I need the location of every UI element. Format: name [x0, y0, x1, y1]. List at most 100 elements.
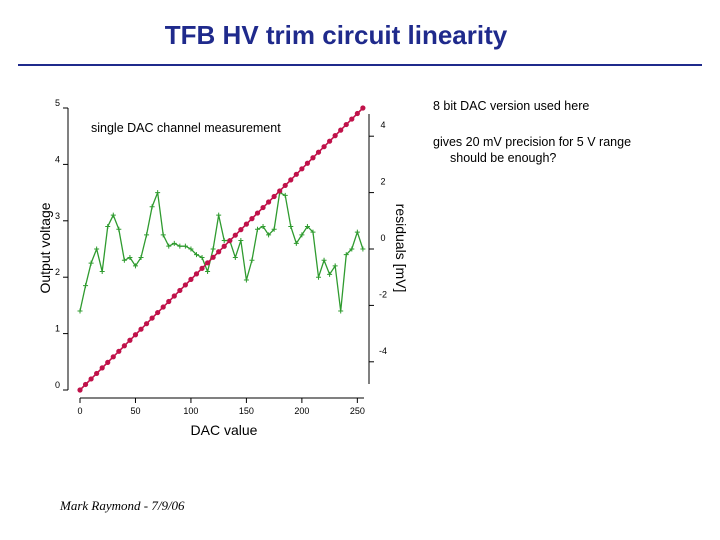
output-voltage-point — [138, 326, 144, 332]
output-voltage-point — [327, 138, 333, 144]
output-voltage-point — [204, 260, 211, 266]
output-voltage-point — [121, 343, 127, 349]
output-voltage-point — [88, 376, 94, 382]
residual-point — [327, 271, 333, 277]
output-voltage-point — [338, 127, 344, 133]
output-voltage-point — [182, 282, 188, 288]
residual-point — [238, 238, 244, 244]
residual-point — [144, 232, 150, 238]
residual-point — [343, 252, 349, 258]
residual-point — [177, 243, 183, 249]
output-voltage-point — [249, 216, 255, 222]
y-tick-label: 4 — [55, 154, 60, 164]
residual-point — [221, 238, 227, 244]
residual-point — [88, 260, 94, 266]
chart-annotation: single DAC channel measurement — [91, 121, 281, 135]
output-voltage-point — [265, 199, 272, 205]
output-voltage-point — [332, 133, 338, 139]
residual-point — [260, 223, 266, 229]
x-axis-label: DAC value — [191, 422, 258, 438]
residual-point — [132, 263, 138, 269]
title-divider — [18, 64, 702, 66]
residual-point — [293, 240, 299, 246]
y-tick-label: 0 — [55, 380, 60, 390]
residual-point — [299, 232, 305, 238]
note-precision: gives 20 mV precision for 5 V range — [433, 135, 632, 149]
residual-point — [332, 263, 338, 269]
residual-point — [171, 240, 177, 246]
note-dac-version: 8 bit DAC version used here — [433, 99, 590, 113]
output-voltage-point — [349, 116, 355, 122]
output-voltage-point — [216, 249, 222, 255]
output-voltage-point — [304, 160, 311, 166]
x-tick-label: 50 — [130, 406, 140, 416]
x-tick-label: 100 — [183, 406, 198, 416]
output-voltage-point — [171, 293, 177, 299]
output-voltage-line — [79, 107, 364, 391]
residual-point — [205, 269, 211, 275]
residual-point — [116, 226, 122, 232]
residual-point — [138, 254, 144, 260]
y2-axis-label: residuals [mV] — [393, 204, 409, 293]
output-voltage-point — [354, 110, 360, 117]
footer-author-date: Mark Raymond - 7/9/06 — [60, 498, 185, 513]
output-voltage-point — [343, 121, 349, 128]
output-voltage-point — [155, 309, 161, 316]
output-voltage-point — [166, 298, 172, 305]
chart-series — [77, 105, 366, 393]
output-voltage-point — [193, 271, 200, 277]
y-tick-label: 2 — [55, 267, 60, 277]
slide-title: TFB HV trim circuit linearity — [164, 20, 508, 50]
residual-point — [121, 257, 127, 263]
residual-point — [188, 246, 194, 252]
output-voltage-point — [210, 254, 216, 260]
y-axis-label: Output voltage — [37, 202, 53, 293]
x-tick-label: 250 — [350, 406, 365, 416]
output-voltage-point — [277, 188, 283, 194]
output-voltage-point — [360, 105, 366, 111]
x-tick-label: 200 — [294, 406, 309, 416]
output-voltage-point — [310, 155, 316, 161]
residual-point — [105, 223, 111, 229]
output-voltage-point — [243, 221, 250, 227]
output-voltage-point — [227, 238, 233, 244]
output-voltage-point — [271, 193, 277, 200]
residual-point — [271, 226, 277, 232]
residual-point — [166, 243, 172, 249]
y2-tick-label: 0 — [380, 233, 385, 243]
residual-point — [99, 269, 105, 275]
residual-point — [77, 308, 83, 314]
residual-point — [288, 223, 294, 229]
residual-point — [349, 246, 355, 252]
y2-tick-label: -2 — [379, 289, 387, 299]
output-voltage-point — [188, 276, 194, 282]
residual-point — [338, 308, 344, 314]
residuals-line — [79, 191, 364, 312]
residual-point — [310, 229, 316, 235]
residual-point — [354, 229, 360, 235]
output-voltage-point — [254, 210, 261, 216]
output-voltage-point — [221, 243, 227, 249]
x-tick-label: 150 — [239, 406, 254, 416]
residual-point — [316, 274, 322, 280]
output-voltage-point — [177, 287, 183, 294]
residual-point — [210, 246, 216, 252]
residual-point — [160, 232, 166, 238]
residual-point — [110, 212, 116, 218]
output-voltage-point — [199, 265, 205, 271]
residual-point — [304, 223, 310, 229]
output-voltage-point — [238, 227, 244, 233]
x-tick-label: 0 — [77, 406, 82, 416]
residual-point — [193, 252, 199, 258]
y-tick-label: 3 — [55, 211, 60, 221]
residual-point — [182, 243, 188, 249]
output-voltage-point — [82, 381, 89, 388]
residual-point — [232, 254, 238, 260]
y2-tick-label: 2 — [380, 177, 385, 187]
output-voltage-point — [260, 204, 266, 211]
output-voltage-point — [315, 149, 322, 155]
residual-point — [155, 190, 161, 196]
residual-point — [255, 226, 260, 232]
output-voltage-point — [321, 144, 327, 150]
